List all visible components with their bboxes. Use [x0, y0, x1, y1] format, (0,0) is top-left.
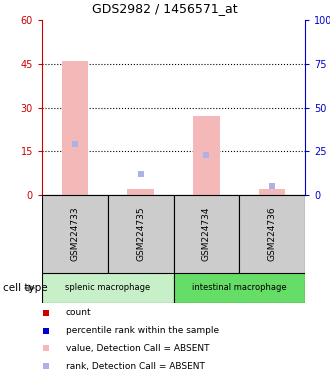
Text: GSM224735: GSM224735 — [136, 207, 145, 262]
Text: value, Detection Call = ABSENT: value, Detection Call = ABSENT — [66, 344, 210, 353]
Bar — [62, 61, 88, 195]
Text: splenic macrophage: splenic macrophage — [65, 283, 150, 293]
Bar — [174, 195, 239, 273]
Text: GSM224734: GSM224734 — [202, 207, 211, 261]
Bar — [108, 195, 174, 273]
Text: rank, Detection Call = ABSENT: rank, Detection Call = ABSENT — [66, 362, 205, 371]
Text: cell type: cell type — [3, 283, 48, 293]
Bar — [127, 189, 154, 195]
Bar — [174, 273, 305, 303]
Text: percentile rank within the sample: percentile rank within the sample — [66, 326, 219, 335]
Text: GSM224736: GSM224736 — [268, 207, 277, 262]
Text: count: count — [66, 308, 92, 317]
Bar — [259, 189, 285, 195]
Bar — [193, 116, 219, 195]
Text: GDS2982 / 1456571_at: GDS2982 / 1456571_at — [92, 2, 238, 15]
Bar — [42, 273, 174, 303]
Text: GSM224733: GSM224733 — [70, 207, 80, 262]
Text: intestinal macrophage: intestinal macrophage — [192, 283, 286, 293]
Bar — [239, 195, 305, 273]
Bar — [42, 195, 108, 273]
